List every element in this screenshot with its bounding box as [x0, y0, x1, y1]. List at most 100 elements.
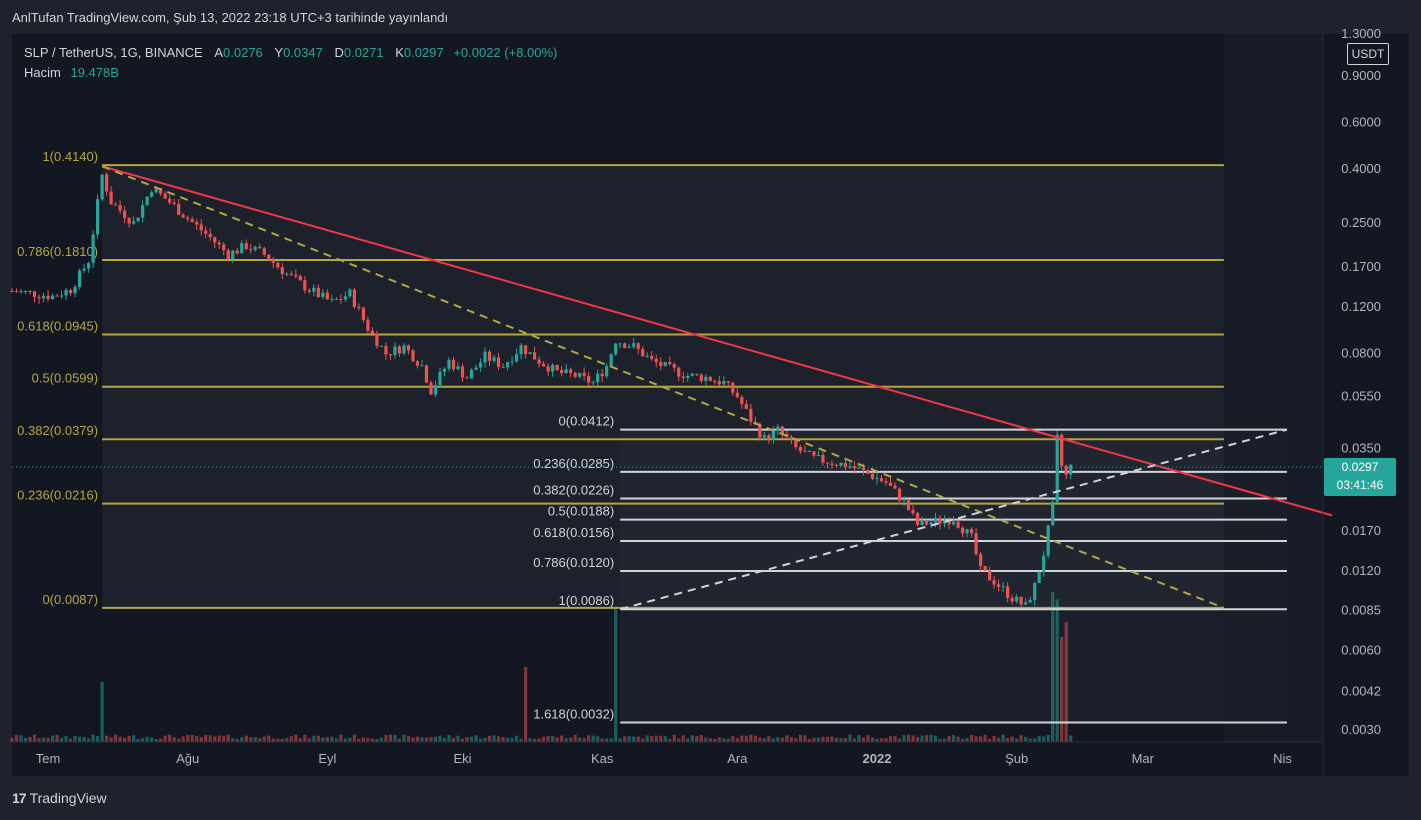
volume-bar	[217, 735, 221, 742]
price-tick-label: 0.0800	[1341, 346, 1381, 361]
volume-bar	[397, 738, 402, 742]
fib-major-label: 1(0.4140)	[42, 149, 98, 164]
candle-body	[316, 287, 320, 297]
candle-body	[519, 345, 523, 355]
volume-bar	[294, 734, 298, 742]
candle-body	[920, 519, 924, 525]
candle-body	[947, 520, 951, 525]
candle-body	[735, 392, 739, 398]
volume-bar	[366, 738, 370, 742]
candle-body	[569, 369, 573, 373]
volume-bar	[591, 735, 595, 742]
volume-bar	[163, 735, 167, 742]
candle-body	[514, 354, 519, 362]
symbol-label[interactable]: SLP / TetherUS, 1G, BINANCE	[24, 45, 203, 60]
trendline[interactable]	[101, 165, 1225, 609]
volume-bar	[172, 737, 176, 742]
candle-body	[14, 291, 19, 293]
volume-bar	[587, 735, 591, 742]
candle-body	[915, 513, 920, 525]
candle-body	[663, 362, 667, 366]
candle-body	[780, 426, 784, 435]
volume-bar	[532, 738, 537, 742]
candle-body	[546, 366, 550, 372]
volume-bar	[825, 736, 830, 742]
time-tick-label: Eyl	[318, 751, 336, 766]
volume-bar	[852, 738, 857, 742]
candle-body	[402, 345, 406, 354]
open-value: 0.0276	[223, 45, 263, 60]
volume-bar	[235, 738, 239, 742]
volume-bar	[740, 735, 744, 742]
volume-bar	[240, 737, 244, 742]
candle-body	[321, 292, 325, 297]
tradingview-brand[interactable]: 17 TradingView	[12, 790, 107, 806]
price-tick-label: 0.0030	[1341, 722, 1381, 737]
volume-bar	[321, 737, 325, 742]
candle-body	[339, 299, 343, 301]
candle-body	[505, 362, 510, 368]
volume-bar	[474, 735, 478, 742]
chart-area[interactable]	[12, 34, 1409, 776]
volume-bar	[73, 736, 77, 742]
candle-body	[384, 345, 388, 355]
volume-bar	[280, 738, 284, 742]
fib-major-label: 0.618(0.0945)	[17, 318, 98, 333]
candle-body	[740, 397, 744, 405]
candle-body	[199, 224, 203, 231]
candle-body	[109, 191, 113, 205]
candle-body	[839, 462, 843, 466]
volume-bar	[267, 735, 271, 742]
volume-bar	[1037, 735, 1041, 742]
volume-bar	[659, 735, 663, 742]
candle-body	[190, 219, 194, 223]
volume-bar	[442, 737, 447, 742]
candle-body	[997, 584, 1001, 587]
volume-bar	[213, 736, 217, 742]
volume-bar	[816, 737, 821, 742]
candle-body	[68, 290, 73, 294]
candle-body	[375, 333, 379, 347]
volume-bar	[289, 736, 293, 742]
candle-body	[424, 365, 429, 383]
candle-body	[699, 374, 703, 381]
volume-bar	[330, 736, 334, 742]
time-tick-label: Nis	[1273, 751, 1292, 766]
volume-bar	[23, 737, 28, 742]
candle-body	[186, 217, 190, 220]
volume-bar	[406, 735, 411, 742]
currency-label[interactable]: USDT	[1347, 43, 1389, 65]
candle-body	[496, 357, 501, 367]
volume-bar	[920, 735, 924, 742]
fib-major-label: 0.786(0.1810)	[17, 244, 98, 259]
volume-bar	[64, 736, 68, 742]
volume-bar	[199, 737, 203, 742]
candle-body	[623, 343, 627, 348]
price-tick-label: 0.0060	[1341, 642, 1381, 657]
candle-body	[942, 520, 947, 524]
candle-body	[82, 268, 86, 271]
candle-body	[276, 262, 280, 268]
volume-bar	[1060, 637, 1064, 742]
price-tick-label: 0.0550	[1341, 389, 1381, 404]
candle-body	[483, 351, 487, 363]
candle-body	[1055, 434, 1059, 503]
time-tick-label: Şub	[1005, 751, 1028, 766]
volume-bar	[375, 738, 379, 742]
price-tick-label: 0.0042	[1341, 683, 1381, 698]
trendline[interactable]	[101, 165, 1333, 517]
candle-body	[231, 250, 235, 260]
candle-body	[177, 203, 181, 215]
price-tick-label: 0.0170	[1341, 523, 1381, 538]
tradingview-logo-icon: 17	[12, 790, 27, 806]
price-tick-label: 1.3000	[1341, 26, 1381, 41]
volume-bar	[307, 738, 311, 742]
candle-body	[843, 462, 848, 468]
candle-body	[397, 346, 402, 354]
candle-body	[253, 246, 257, 250]
trendline[interactable]	[619, 428, 1288, 611]
low-value: 0.0271	[343, 45, 384, 60]
volume-bar	[960, 738, 965, 742]
candle-body	[307, 290, 311, 292]
